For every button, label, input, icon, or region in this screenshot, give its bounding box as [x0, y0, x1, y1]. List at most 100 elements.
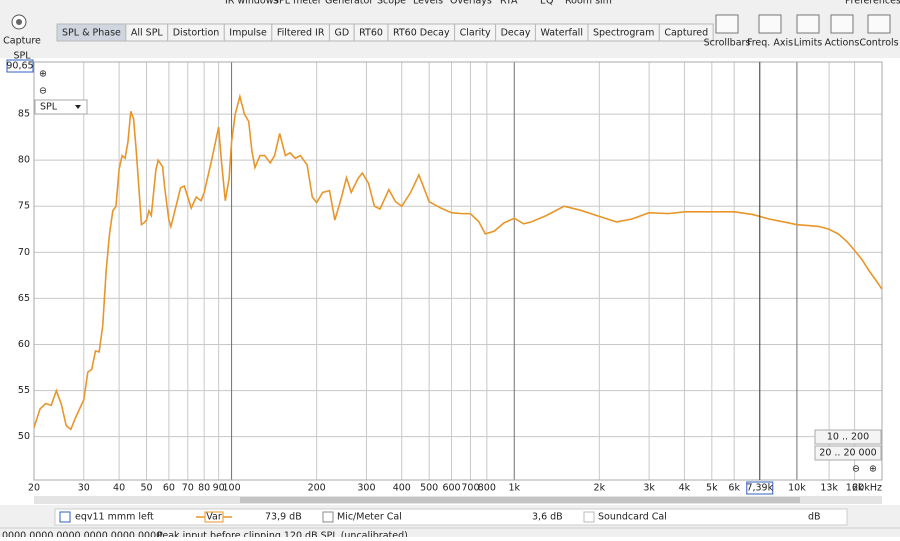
zoom-button[interactable]: [814, 429, 882, 445]
tab-label: Clarity: [460, 28, 491, 39]
tab[interactable]: Decay: [495, 23, 536, 42]
menu-item[interactable]: EQ: [540, 0, 553, 7]
tool-icon[interactable]: [867, 14, 891, 34]
tool-icon[interactable]: [830, 14, 854, 34]
x-tick-label: 20kHz: [852, 483, 882, 494]
legend-name[interactable]: eqv11 mmm left: [75, 512, 154, 523]
y-tick-label: 60: [18, 339, 30, 350]
x-tick-label: 5k: [706, 483, 718, 494]
tab-label: GD: [334, 28, 349, 39]
x-tick-label: 6k: [728, 483, 740, 494]
tab[interactable]: RT60: [353, 23, 389, 42]
tab-label: Distortion: [173, 28, 220, 39]
y-tick-label: 70: [18, 247, 30, 258]
tab-label: All SPL: [131, 28, 164, 39]
menu-item[interactable]: Room sim: [565, 0, 612, 7]
zoom-button-label[interactable]: 20 .. 20 000: [819, 448, 876, 459]
tab[interactable]: Spectrogram: [587, 23, 660, 42]
y-axis-label: SPL: [13, 51, 31, 62]
x-tick-label: 200: [308, 483, 326, 494]
x-tick-label: 10k: [788, 483, 806, 494]
tab[interactable]: Impulse: [223, 23, 273, 42]
tab[interactable]: RT60 Decay: [387, 23, 456, 42]
zoom-out-small[interactable]: ⊖: [852, 464, 860, 475]
x-tick-label: 90: [213, 483, 225, 494]
tab-label: Spectrogram: [593, 28, 654, 39]
tool-label[interactable]: Limits: [794, 38, 823, 49]
tab-label: Decay: [501, 28, 531, 39]
tool-label[interactable]: Freq. Axis: [747, 38, 793, 49]
x-tick-label: 70: [182, 483, 194, 494]
unit-selector-label[interactable]: SPL: [40, 102, 58, 113]
x-tick-label: 13k: [820, 483, 838, 494]
tool-icon[interactable]: [715, 14, 739, 34]
tab[interactable]: All SPL: [125, 23, 169, 42]
capture-label[interactable]: Capture: [3, 36, 41, 47]
soundcard-cal-label[interactable]: Soundcard Cal: [598, 512, 667, 523]
menu-item[interactable]: Levels: [413, 0, 443, 7]
tool-label[interactable]: Actions: [825, 38, 860, 49]
menu-item[interactable]: RTA: [500, 0, 518, 7]
legend-row: [54, 508, 848, 526]
tab-background: [658, 23, 714, 42]
y-top-box: [6, 59, 34, 73]
x-tick-label: 3k: [643, 483, 655, 494]
graph-panel: [0, 58, 900, 505]
checkbox[interactable]: [59, 511, 71, 523]
zoom-in[interactable]: ⊕: [39, 69, 47, 80]
tab[interactable]: Captured: [658, 23, 714, 42]
cursor-label: 7,39k: [746, 483, 773, 494]
x-tick-label: 50: [140, 483, 152, 494]
tab[interactable]: SPL & Phase: [56, 23, 127, 42]
y-tick-label: 75: [18, 201, 30, 212]
series-line: [33, 93, 883, 431]
tab[interactable]: Waterfall: [534, 23, 589, 42]
tab-label: Captured: [664, 28, 708, 39]
checkbox[interactable]: [583, 511, 595, 523]
menu-item[interactable]: Preferences: [845, 0, 900, 7]
tab-label: RT60 Decay: [393, 28, 450, 39]
zoom-in-small[interactable]: ⊕: [869, 464, 877, 475]
tab[interactable]: Clarity: [454, 23, 497, 42]
scrollbar-thumb[interactable]: [240, 497, 800, 503]
smoothing-label[interactable]: Var: [206, 512, 222, 523]
tool-label[interactable]: Scrollbars: [704, 38, 751, 49]
unit-selector[interactable]: [34, 99, 88, 115]
dropdown-arrow: [75, 105, 81, 109]
tab[interactable]: Distortion: [167, 23, 225, 42]
checkbox[interactable]: [322, 511, 334, 523]
smoothing-box[interactable]: [204, 511, 224, 523]
mic-cal-level: 3,6 dB: [532, 512, 563, 523]
status-message: Peak input before clipping 120 dB SPL (u…: [157, 531, 408, 538]
x-tick-label: 16k: [846, 483, 864, 494]
menu-item[interactable]: Scope: [377, 0, 406, 7]
menu-item[interactable]: SPL meter: [273, 0, 322, 7]
soundcard-unit: dB: [808, 512, 821, 523]
x-tick-label: 500: [420, 483, 438, 494]
x-tick-label: 2k: [594, 483, 606, 494]
zoom-button[interactable]: [814, 445, 882, 461]
tool-icon[interactable]: [796, 14, 820, 34]
tab-label: RT60: [359, 28, 383, 39]
tab[interactable]: Filtered IR: [271, 23, 330, 42]
x-tick-label: 4k: [679, 483, 691, 494]
capture-lens: [16, 19, 22, 25]
tab-label: Filtered IR: [277, 28, 325, 39]
x-tick-label: 80: [198, 483, 210, 494]
tool-label[interactable]: Controls: [859, 38, 898, 49]
x-tick-label: 60: [163, 483, 175, 494]
tool-icon[interactable]: [758, 14, 782, 34]
menu-item[interactable]: Generator: [325, 0, 373, 7]
mic-cal-label[interactable]: Mic/Meter Cal: [337, 512, 402, 523]
status-coords: 0000,0000 0000,0000 0000,0000: [2, 531, 162, 538]
menu-item[interactable]: IR windows: [225, 0, 278, 7]
menu-item[interactable]: Overlays: [450, 0, 492, 7]
tab-label: Waterfall: [540, 28, 583, 39]
tab[interactable]: GD: [328, 23, 355, 42]
zoom-out[interactable]: ⊖: [39, 86, 47, 97]
zoom-button-label[interactable]: 10 .. 200: [827, 432, 869, 443]
x-tick-label: 700: [461, 483, 479, 494]
